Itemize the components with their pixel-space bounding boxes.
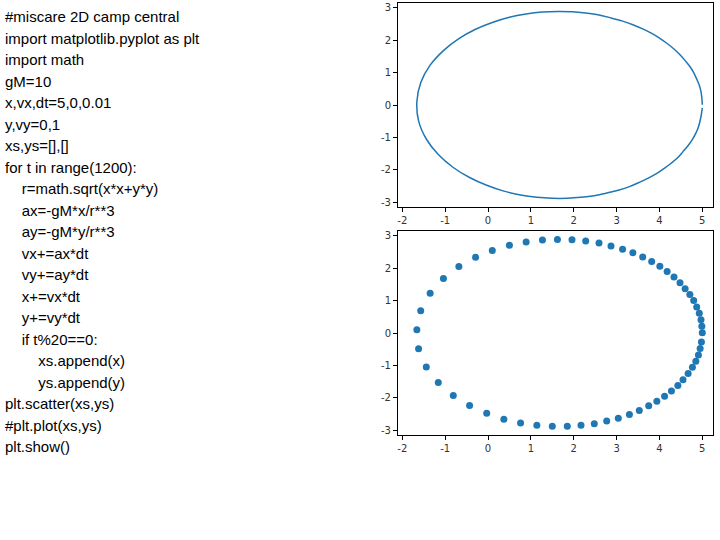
svg-text:2: 2	[571, 215, 577, 226]
html-text:xs,ys=[],[]: xs,ys=[],[]	[5, 137, 69, 154]
svg-text:-2: -2	[381, 164, 391, 175]
svg-text:-2: -2	[397, 443, 407, 454]
svg-text:1: 1	[385, 295, 391, 306]
svg-text:2: 2	[385, 263, 391, 274]
svg-text:3: 3	[613, 215, 619, 226]
html-text:plt.show(): plt.show()	[5, 438, 70, 455]
html-text:if t%20==0:: if t%20==0:	[5, 330, 98, 348]
html-text:x,vx,dt=5,0,0.01: x,vx,dt=5,0,0.01	[5, 94, 112, 111]
html-text:x+=vx*dt: x+=vx*dt	[5, 287, 80, 305]
svg-text:2: 2	[385, 35, 391, 46]
svg-text:3: 3	[385, 2, 391, 13]
html-text:for t in range(1200):: for t in range(1200):	[5, 158, 137, 176]
svg-text:-1: -1	[381, 132, 391, 143]
svg-text:0: 0	[485, 215, 491, 226]
html-text:ax=-gM*x/r**3: ax=-gM*x/r**3	[5, 201, 115, 219]
svg-text:-3: -3	[381, 425, 391, 436]
html-text:import matplotlib.pyplot as pl: import matplotlib.pyplot as plt	[5, 29, 200, 47]
svg-text:0: 0	[385, 100, 391, 111]
svg-text:1: 1	[528, 215, 534, 226]
html-text:gM=10: gM=10	[5, 72, 52, 90]
svg-text:1: 1	[385, 67, 391, 78]
svg-text:0: 0	[385, 328, 391, 339]
svg-text:-2: -2	[397, 215, 407, 226]
svg-text:4: 4	[656, 443, 662, 454]
html-text:#plt.plot(xs,ys): #plt.plot(xs,ys)	[5, 416, 102, 434]
svg-text:0: 0	[485, 443, 491, 454]
html-text:vx+=ax*dt: vx+=ax*dt	[5, 244, 89, 262]
svg-text:3: 3	[385, 230, 391, 241]
svg-text:5: 5	[699, 443, 705, 454]
html-text:#miscare 2D camp central: #miscare 2D camp central	[5, 8, 180, 25]
svg-text:-1: -1	[381, 360, 391, 371]
html-text:r=math.sqrt(x*x+y*y): r=math.sqrt(x*x+y*y)	[5, 180, 159, 197]
html-text:import math: import math	[5, 51, 85, 68]
html-text:y+=vy*dt: y+=vy*dt	[5, 309, 80, 326]
svg-text:4: 4	[656, 215, 662, 226]
svg-text:-1: -1	[440, 443, 450, 454]
svg-text:-3: -3	[381, 197, 391, 208]
html-text:vy+=ay*dt: vy+=ay*dt	[5, 266, 89, 283]
svg-text:5: 5	[699, 215, 705, 226]
html-text:ys.append(y): ys.append(y)	[5, 373, 126, 391]
html-text:plt.scatter(xs,ys): plt.scatter(xs,ys)	[5, 395, 115, 412]
html-text:y,vy=0,1: y,vy=0,1	[5, 115, 61, 133]
html-text:ay=-gM*y/r**3: ay=-gM*y/r**3	[5, 223, 115, 240]
html-text:xs.append(x): xs.append(x)	[5, 352, 126, 369]
svg-text:-2: -2	[381, 392, 391, 403]
svg-text:3: 3	[613, 443, 619, 454]
svg-text:2: 2	[571, 443, 577, 454]
svg-text:1: 1	[528, 443, 534, 454]
svg-text:-1: -1	[440, 215, 450, 226]
